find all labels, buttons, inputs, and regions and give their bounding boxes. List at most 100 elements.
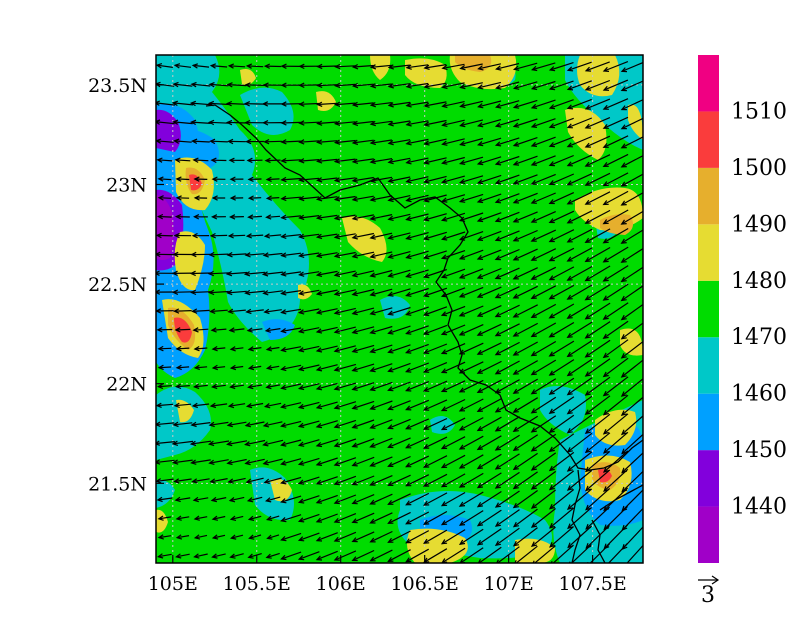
- colorbar-swatch: [698, 337, 719, 394]
- wind-vector: [406, 455, 430, 468]
- wind-vector-head: [315, 366, 323, 372]
- wind-vector: [335, 102, 356, 106]
- wind-vector-head: [620, 67, 628, 73]
- wind-vector-head: [422, 405, 430, 411]
- wind-vector-head: [494, 464, 501, 470]
- wind-vector-head: [191, 138, 198, 145]
- wind-vector-head: [458, 235, 466, 241]
- wind-vector-head: [229, 364, 237, 371]
- wind-vector: [388, 437, 411, 448]
- wind-vector: [531, 508, 556, 528]
- wind-vector-head: [280, 535, 287, 542]
- wind-vector: [176, 366, 190, 369]
- wind-vector-head: [297, 498, 305, 504]
- wind-vector-head: [247, 346, 254, 352]
- wind-vector-head: [173, 138, 180, 144]
- wind-vector: [423, 436, 448, 449]
- y-tick-label: 22.5N: [88, 274, 147, 296]
- wind-vector: [352, 494, 375, 505]
- wind-vector: [585, 432, 611, 453]
- wind-vector-head: [369, 291, 376, 297]
- wind-vector: [477, 193, 502, 203]
- wind-vector: [298, 551, 320, 560]
- wind-vector-head: [512, 179, 520, 185]
- wind-vector-head: [476, 368, 483, 374]
- wind-vector: [495, 471, 520, 489]
- wind-vector-head: [226, 422, 233, 428]
- wind-vector-head: [263, 63, 271, 69]
- wind-vector-head: [297, 384, 305, 391]
- wind-vector-head: [566, 332, 573, 339]
- wind-vector: [335, 177, 356, 182]
- wind-vector: [424, 175, 447, 183]
- wind-vector: [370, 158, 393, 163]
- wind-vector: [423, 473, 448, 487]
- wind-vector-head: [172, 421, 179, 428]
- wind-vector: [316, 364, 338, 371]
- wind-vector-head: [476, 387, 483, 393]
- wind-vector: [459, 305, 484, 317]
- wind-vector: [477, 267, 502, 279]
- wind-vector: [173, 422, 193, 426]
- wind-vector: [317, 121, 338, 125]
- wind-vector-head: [351, 404, 358, 410]
- wind-vector: [247, 65, 264, 68]
- wind-vector-head: [387, 329, 394, 335]
- wind-vector: [388, 232, 411, 239]
- wind-vector: [245, 253, 265, 256]
- wind-vector-head: [190, 459, 197, 465]
- wind-vector: [352, 512, 375, 523]
- wind-vector: [441, 417, 466, 431]
- wind-vector-head: [530, 503, 537, 509]
- wind-vector: [334, 475, 357, 485]
- wind-vector-head: [476, 197, 484, 204]
- wind-vector: [317, 140, 338, 143]
- wind-vector-head: [207, 100, 215, 107]
- wind-vector: [513, 378, 539, 394]
- wind-vector-head: [369, 253, 376, 259]
- wind-vector: [460, 100, 483, 108]
- wind-vector: [263, 439, 284, 446]
- wind-vector-head: [549, 541, 556, 548]
- wind-vector-head: [208, 459, 215, 465]
- wind-vector-head: [207, 440, 215, 447]
- wind-vector: [406, 548, 429, 563]
- x-axis: 105E 105.5E 106E 106.5E 107E 107.5E: [148, 555, 627, 595]
- wind-vector: [229, 65, 246, 68]
- wind-vector: [567, 525, 593, 548]
- wind-vector: [459, 379, 484, 393]
- wind-vector-head: [548, 123, 556, 129]
- wind-vector: [231, 365, 244, 369]
- wind-vector-head: [387, 481, 394, 486]
- wind-vector: [531, 192, 556, 204]
- wind-vector: [388, 530, 411, 543]
- wind-vector: [229, 496, 245, 502]
- wind-vector-head: [440, 406, 448, 412]
- wind-vector: [173, 440, 194, 445]
- wind-vector: [441, 305, 466, 316]
- wind-vector: [352, 288, 375, 296]
- wind-vector: [175, 497, 191, 501]
- wind-vector: [176, 178, 190, 181]
- wind-vector: [496, 100, 520, 108]
- wind-vector: [209, 83, 229, 87]
- wind-vector-head: [315, 517, 323, 523]
- wind-vector: [423, 417, 448, 430]
- wind-vector: [424, 268, 447, 278]
- wind-vector-head: [315, 441, 323, 448]
- wind-vector-head: [530, 408, 537, 414]
- wind-vector: [352, 195, 374, 201]
- wind-vector: [423, 455, 448, 468]
- wind-vector: [371, 64, 392, 68]
- wind-vector-head: [602, 467, 610, 473]
- wind-vector-head: [265, 195, 273, 201]
- wind-vector: [513, 397, 539, 413]
- wind-vector-head: [280, 82, 287, 88]
- wind-vector: [513, 341, 538, 356]
- wind-vector-head: [584, 333, 591, 339]
- wind-vector-head: [620, 86, 627, 92]
- wind-vector: [567, 61, 592, 71]
- wind-vector: [621, 210, 643, 225]
- wind-vector: [281, 346, 302, 351]
- wind-vector-head: [458, 539, 466, 545]
